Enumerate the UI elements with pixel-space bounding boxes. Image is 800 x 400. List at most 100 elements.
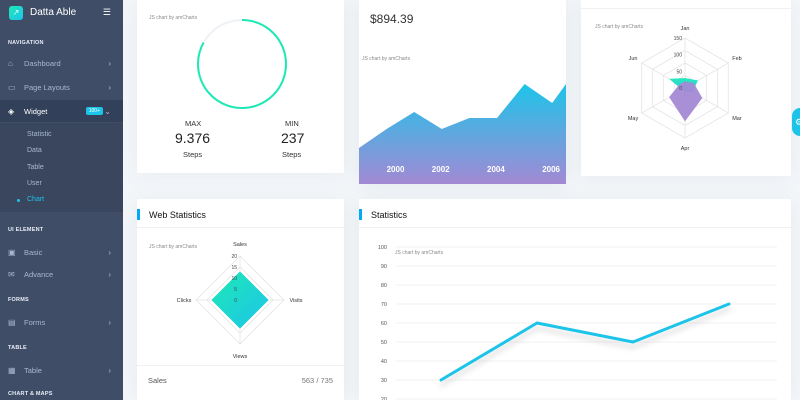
box-icon: ▣ — [8, 247, 16, 257]
submenu-item-user[interactable]: User — [27, 180, 42, 187]
amount-value: $894.39 — [370, 12, 414, 26]
radar-tick-label: 0 — [679, 86, 682, 92]
max-value: 9.376 — [175, 130, 211, 146]
sidebar-item-label: Page Layouts — [24, 82, 70, 92]
brand-name: Datta Able — [30, 7, 77, 18]
radar-category-label: Visits — [289, 298, 302, 304]
radar-category-label: Views — [233, 354, 248, 360]
active-dot-icon — [17, 199, 20, 202]
sidebar: ↗ Datta Able ☰ NAVIGATION ⌂ Dashboard › … — [0, 0, 123, 400]
y-tick-label: 30 — [381, 378, 387, 384]
y-tick-label: 80 — [381, 283, 387, 289]
chevron-right-icon: › — [108, 317, 111, 327]
submenu-item-data[interactable]: Data — [27, 147, 42, 154]
submenu-item-table[interactable]: Table — [27, 164, 44, 171]
caption-navigation: NAVIGATION — [8, 40, 44, 46]
sidebar-item-advance[interactable]: ✉ Advance › — [0, 263, 123, 285]
min-unit: Steps — [282, 150, 302, 159]
radar-category-label: Mar — [732, 116, 742, 122]
chevron-down-icon: ⌄ — [104, 106, 111, 116]
y-tick-label: 100 — [378, 245, 387, 251]
radar-category-label: Feb — [732, 56, 741, 62]
sidebar-item-label: Table — [24, 365, 42, 375]
chevron-right-icon: › — [108, 269, 111, 279]
gauge-progress — [197, 19, 287, 109]
x-tick-label: 2002 — [432, 165, 450, 174]
radar-category-label: Jan — [681, 26, 690, 32]
caption-forms: FORMS — [8, 297, 29, 303]
radar-tick-label: 50 — [676, 69, 682, 75]
layers-icon: ◈ — [8, 106, 15, 116]
max-label: MAX — [185, 119, 202, 128]
submenu-item-chart[interactable]: Chart — [27, 196, 45, 203]
statistics-line-chart: 100 90 80 70 60 50 40 30 20 — [378, 245, 777, 400]
radar-series — [669, 81, 703, 122]
radar-chart: Jan Feb Mar Apr May Jun 0 50 100 150 — [628, 26, 742, 152]
sidebar-item-label: Dashboard — [24, 58, 61, 68]
radar-tick-label: 150 — [674, 36, 683, 42]
area-chart: 2000 2002 2004 2006 — [359, 84, 566, 184]
brand-logo-icon: ↗ — [9, 5, 23, 20]
sidebar-item-table[interactable]: ▦ Table › — [0, 359, 123, 381]
widget-submenu: Statistic Data Table User Chart — [0, 123, 123, 212]
steps-gauge — [197, 19, 287, 109]
submenu-item-statistic[interactable]: Statistic — [27, 131, 52, 138]
y-tick-label: 60 — [381, 321, 387, 327]
radar-tick-label: 0 — [234, 298, 237, 304]
radar-category-label: Sales — [233, 242, 247, 248]
menu-toggle-icon[interactable]: ☰ — [102, 7, 111, 17]
radar-tick-label: 5 — [234, 287, 237, 293]
brand: ↗ Datta Able ☰ — [0, 0, 123, 25]
settings-gear-icon[interactable]: ⚙ — [792, 108, 800, 136]
sidebar-item-forms[interactable]: ▤ Forms › — [0, 311, 123, 333]
web-statistics-card: Web Statistics JS chart by amCharts Sale… — [137, 199, 344, 400]
area-chart-card: $894.39 JS chart by amCharts 2000 2002 200… — [359, 0, 566, 184]
x-tick-label: 2000 — [387, 165, 405, 174]
area-series — [359, 84, 566, 184]
sidebar-item-label: Widget — [24, 106, 48, 116]
y-tick-label: 90 — [381, 264, 387, 270]
sales-row-value: 563 / 735 — [301, 376, 333, 385]
radar-tick-label: 15 — [231, 265, 237, 271]
chart-watermark: JS chart by amCharts — [149, 15, 198, 21]
sidebar-item-label: Basic — [24, 247, 43, 257]
card-title: Statistics — [358, 209, 408, 220]
min-label: MIN — [285, 119, 299, 128]
line-series — [439, 302, 731, 382]
file-text-icon: ▤ — [8, 317, 16, 327]
caption-chart-maps: CHART & MAPS — [8, 391, 53, 397]
chevron-right-icon: › — [108, 82, 111, 92]
radar-series — [211, 271, 269, 329]
radar-tick-label: 100 — [674, 53, 683, 59]
y-tick-label: 40 — [381, 359, 387, 365]
sidebar-item-label: Advance — [24, 269, 54, 279]
sidebar-item-dashboard[interactable]: ⌂ Dashboard › — [0, 52, 123, 74]
layout-icon: ▭ — [8, 82, 16, 92]
chevron-right-icon: › — [108, 247, 111, 257]
sales-row-label: Sales — [148, 376, 167, 385]
y-tick-label: 50 — [381, 340, 387, 346]
steps-card: JS chart by amCharts MAX 9.376 Steps MIN… — [137, 0, 344, 173]
server-icon: ▦ — [8, 365, 16, 375]
sidebar-item-basic[interactable]: ▣ Basic › — [0, 241, 123, 263]
gift-icon: ✉ — [8, 269, 15, 279]
min-value: 237 — [281, 130, 305, 146]
web-stats-radar-chart: Sales Visits Views Clicks 0 5 10 15 20 — [177, 242, 303, 360]
chart-watermark: JS chart by amCharts — [362, 56, 411, 62]
card-header-divider — [137, 227, 344, 228]
sidebar-item-page-layouts[interactable]: ▭ Page Layouts › — [0, 76, 123, 98]
max-unit: Steps — [183, 150, 203, 159]
sidebar-item-label: Forms — [24, 317, 46, 327]
row-divider — [137, 365, 344, 366]
home-icon: ⌂ — [8, 58, 13, 68]
y-tick-label: 20 — [381, 397, 387, 400]
x-tick-label: 2006 — [542, 165, 560, 174]
radar-tick-label: 10 — [231, 276, 237, 282]
statistics-card: Statistics JS chart by amCharts 100 90 80 7… — [358, 199, 791, 400]
card-header-divider — [359, 227, 791, 228]
card-header-divider — [581, 8, 791, 9]
y-tick-label: 70 — [381, 302, 387, 308]
sidebar-item-widget[interactable]: ◈ Widget 100+ ⌄ — [0, 100, 123, 122]
chart-watermark: JS chart by amCharts — [149, 244, 198, 250]
radar-tick-label: 20 — [231, 254, 237, 260]
